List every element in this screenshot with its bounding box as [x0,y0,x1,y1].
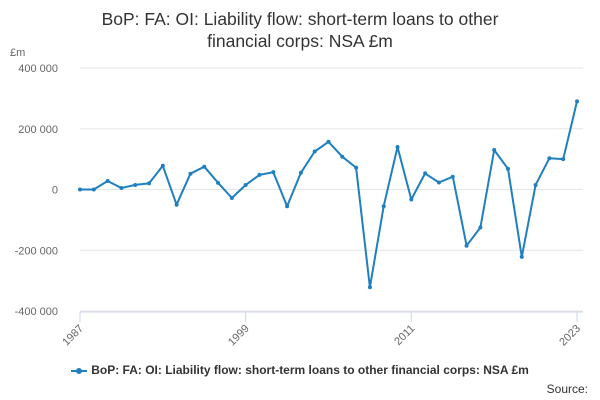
data-point [229,196,234,201]
legend-label: BoP: FA: OI: Liability flow: short-term … [91,363,529,377]
data-point [271,170,276,175]
data-point [147,181,152,186]
data-point [519,254,524,259]
y-tick-label: 400 000 [18,63,58,75]
data-point [105,178,110,183]
data-point [505,166,510,171]
gridlines [80,67,583,312]
data-point [216,180,221,185]
y-tick-label: -200 000 [15,245,58,257]
data-point [395,144,400,149]
data-point [312,149,317,154]
data-point [174,202,179,207]
y-unit-label: £m [10,47,25,59]
x-tick-label: 1987 [60,323,86,349]
data-point [340,154,345,159]
data-point [478,225,483,230]
x-axis: 1987 1999 2011 2023 [60,311,583,349]
y-tick-label: 200 000 [18,124,58,136]
data-point [188,171,193,176]
data-point [561,157,566,162]
x-tick-label: 2023 [557,323,583,349]
data-point [381,204,386,209]
data-point [133,182,138,187]
legend[interactable]: BoP: FA: OI: Liability flow: short-term … [0,363,600,377]
y-axis-ticks: 400 000 200 000 0 -200 000 -400 000 [15,63,58,318]
data-point [257,172,262,177]
data-point [119,185,124,190]
data-point [326,139,331,144]
source-label: Source: [546,382,588,396]
data-point [243,182,248,187]
data-point [91,187,96,192]
data-point [492,148,497,153]
data-point [354,165,359,170]
chart-title-line-2: financial corps: NSA £m [207,31,393,51]
series-line [79,100,578,289]
data-point [423,171,428,176]
data-point [547,156,552,161]
y-tick-label: 0 [52,185,58,197]
data-point [367,285,372,290]
data-point [464,243,469,248]
legend-swatch [71,367,88,374]
data-point [285,204,290,209]
data-point [575,99,579,104]
y-tick-label: -400 000 [15,306,58,318]
data-point [533,182,538,187]
data-point [298,170,303,175]
data-point [78,187,82,192]
data-point [202,164,207,169]
data-point [409,197,414,202]
chart-title-line-1: BoP: FA: OI: Liability flow: short-term … [101,9,499,29]
chart-title: BoP: FA: OI: Liability flow: short-term … [0,8,600,52]
series-group [78,99,579,290]
x-tick-label: 1999 [226,323,252,349]
data-point [436,180,441,185]
data-point [450,174,455,179]
data-point [160,163,165,168]
x-tick-label: 2011 [392,323,417,348]
